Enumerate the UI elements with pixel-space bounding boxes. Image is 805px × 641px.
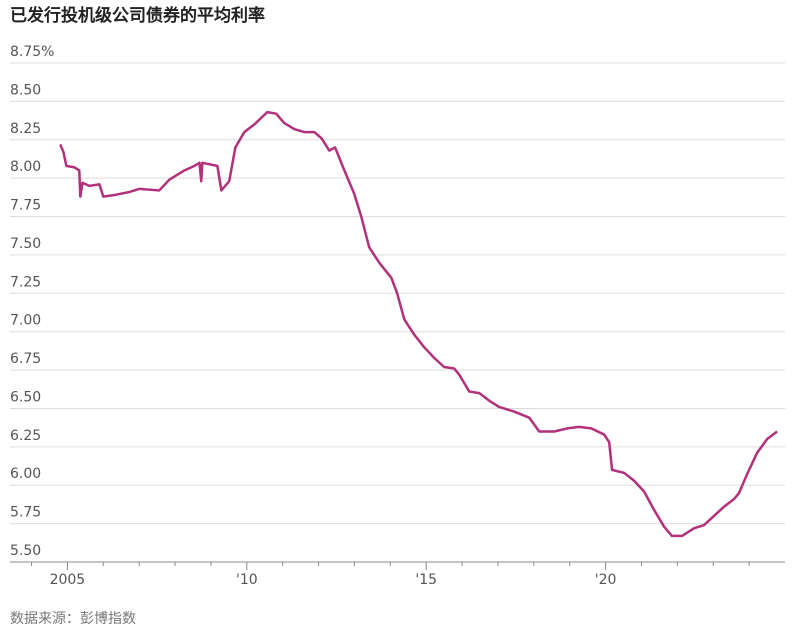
x-tick-label: '10 — [236, 572, 258, 588]
y-tick-label: 8.00 — [10, 159, 41, 175]
y-tick-label: 7.00 — [10, 313, 41, 329]
y-tick-label: 6.25 — [10, 428, 41, 444]
y-tick-label: 7.75 — [10, 198, 41, 214]
x-tick-label: '20 — [595, 572, 617, 588]
x-tick-label: 2005 — [50, 572, 86, 588]
y-tick-label: 7.25 — [10, 274, 41, 290]
x-tick-label: '15 — [415, 572, 437, 588]
data-line — [59, 110, 778, 538]
y-tick-label: 6.00 — [10, 466, 41, 482]
y-tick-label: 5.50 — [10, 543, 41, 559]
y-tick-label: 5.75 — [10, 505, 41, 521]
chart-title: 已发行投机级公司债券的平均利率 — [10, 5, 265, 26]
y-tick-label: 7.50 — [10, 236, 41, 252]
y-tick-label: 8.50 — [10, 82, 41, 98]
y-tick-label: 8.75% — [10, 44, 54, 60]
y-tick-label: 6.50 — [10, 389, 41, 405]
y-tick-label: 8.25 — [10, 121, 41, 137]
y-tick-label: 6.75 — [10, 351, 41, 367]
source-note: 数据来源：彭博指数 — [10, 610, 136, 627]
